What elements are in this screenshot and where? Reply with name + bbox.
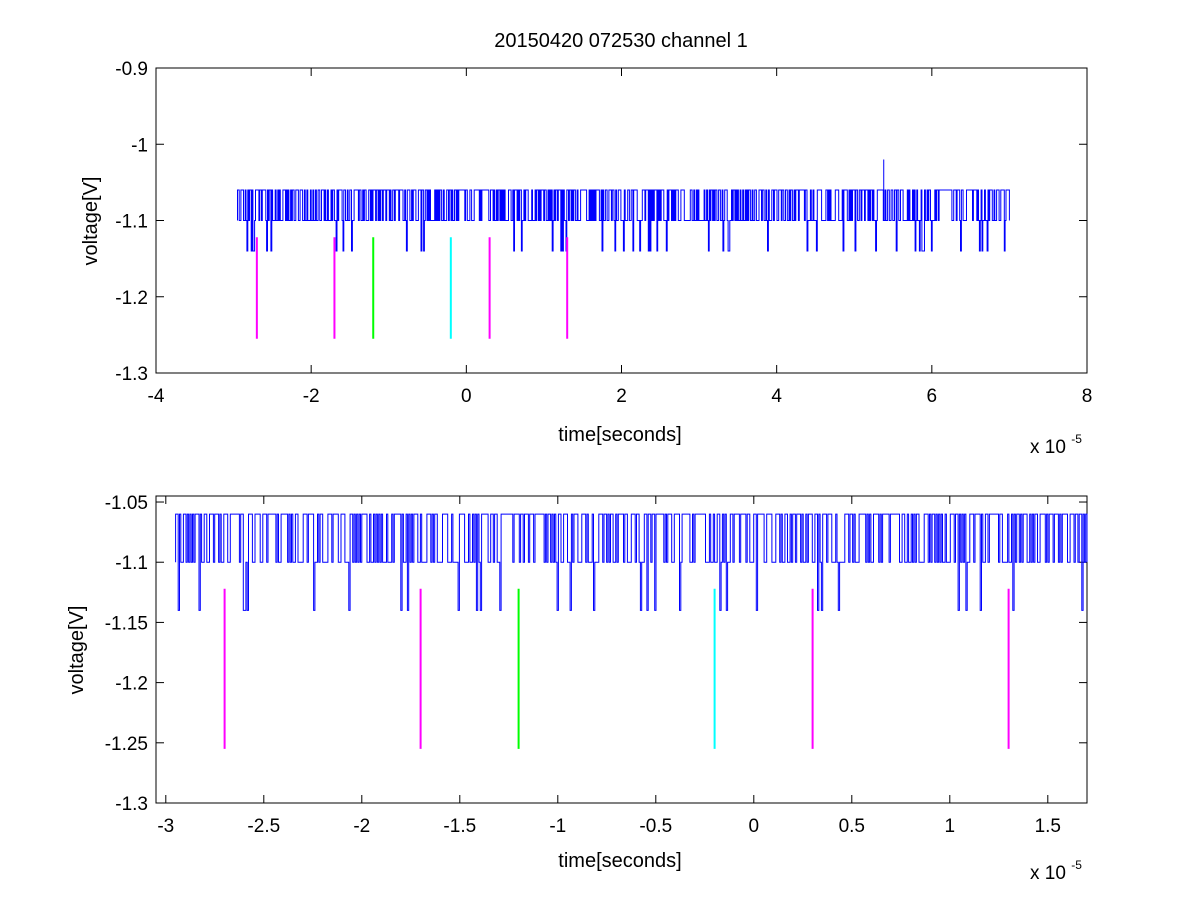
top-xtick-label: 2 [616, 386, 627, 407]
bottom-xtick-label: -2 [353, 816, 370, 837]
bottom-xtick-label: 0 [749, 816, 760, 837]
bottom-xtick-label: -3 [157, 816, 174, 837]
bottom-ytick-label: -1.2 [115, 674, 148, 695]
top-plot-markers [255, 237, 569, 339]
bottom-xtick-label: -1 [549, 816, 566, 837]
top-xaxis-scale: x 10 -5 [1030, 432, 1082, 458]
top-yaxis-label: voltage[V] [80, 177, 102, 266]
top-ytick-label: -0.9 [115, 59, 148, 80]
bottom-xtick-label: 1 [945, 816, 956, 837]
bottom-xaxis-scale: x 10 -5 [1030, 858, 1082, 884]
bottom-signal-trace [175, 513, 1088, 611]
bottom-plot-frame [155, 495, 1088, 804]
top-xtick-label: 6 [927, 386, 938, 407]
bottom-xtick-label: -0.5 [639, 816, 672, 837]
bottom-plot-ticks: -3 -2.5 -2 -1.5 -1 -0.5 0 0.5 1 1.5 -1.3 -1.25 -1.2 -… [105, 493, 1087, 837]
bottom-xtick-label: 0.5 [839, 816, 865, 837]
top-xaxis-scale-base: x 10 [1030, 437, 1066, 458]
top-plot-ticks: -4 -2 0 2 4 6 8 -1.3 -1.2 -1.1 -1 -0.9 [115, 59, 1092, 407]
bottom-ytick-label: -1.25 [105, 734, 148, 755]
bottom-xtick-label: -1.5 [443, 816, 476, 837]
bottom-xaxis-label: time[seconds] [558, 850, 681, 872]
bottom-plot-series [175, 513, 1088, 611]
chart-title: 20150420 072530 channel 1 [494, 30, 748, 52]
bottom-plot-markers [223, 588, 1010, 749]
bottom-ytick-label: -1.1 [115, 553, 148, 574]
bottom-xtick-label: -2.5 [247, 816, 280, 837]
bottom-xaxis-scale-base: x 10 [1030, 863, 1066, 884]
bottom-xaxis-scale-exponent: -5 [1071, 858, 1082, 872]
top-xtick-label: 4 [771, 386, 782, 407]
bottom-ytick-label: -1.3 [115, 794, 148, 815]
bottom-ytick-label: -1.15 [105, 613, 148, 634]
top-xtick-label: 8 [1082, 386, 1093, 407]
top-xaxis-label: time[seconds] [558, 424, 681, 446]
top-xaxis-scale-exponent: -5 [1071, 432, 1082, 446]
top-xtick-label: 0 [461, 386, 472, 407]
top-ytick-label: -1.2 [115, 288, 148, 309]
bottom-plot: -3 -2.5 -2 -1.5 -1 -0.5 0 0.5 1 1.5 -1.3 -1.25 -1.2 -… [66, 493, 1088, 884]
top-plot: -4 -2 0 2 4 6 8 -1.3 -1.2 -1.1 -1 -0.9 time[seconds… [80, 59, 1092, 458]
top-ytick-label: -1 [131, 135, 148, 156]
bottom-yaxis-label: voltage[V] [66, 606, 88, 695]
top-xtick-label: -4 [148, 386, 165, 407]
top-ytick-label: -1.3 [115, 364, 148, 385]
bottom-xtick-label: 1.5 [1035, 816, 1061, 837]
bottom-ytick-label: -1.05 [105, 493, 148, 514]
top-signal-trace [237, 189, 1010, 252]
top-ytick-label: -1.1 [115, 212, 148, 233]
top-plot-series [237, 159, 1010, 252]
top-xtick-label: -2 [303, 386, 320, 407]
